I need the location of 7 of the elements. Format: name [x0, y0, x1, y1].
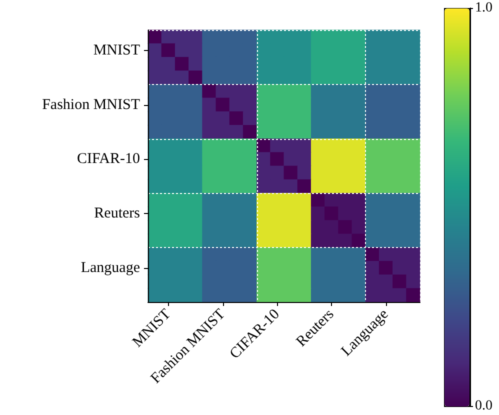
y-tick-label: Language [80, 260, 140, 276]
y-tick-label: MNIST [93, 42, 140, 58]
color-bar-label: 1.0 [475, 0, 492, 16]
y-tick-label: Fashion MNIST [42, 96, 140, 113]
color-bar-label: 0.0 [475, 398, 492, 414]
y-tick-label: Reuters [94, 206, 140, 222]
y-tick-label: CIFAR-10 [76, 151, 140, 168]
